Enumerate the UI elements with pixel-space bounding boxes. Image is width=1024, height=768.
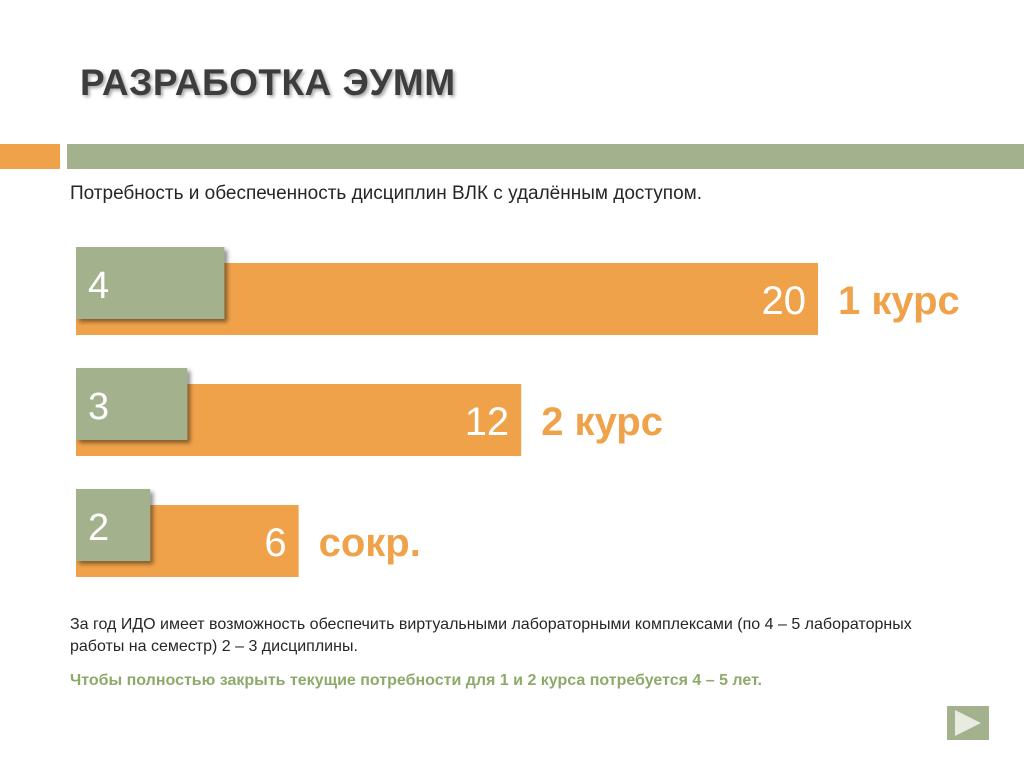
data-label-total: 20 [762, 279, 807, 323]
data-label-provided: 4 [88, 265, 109, 307]
bar-provided-3 [76, 489, 151, 561]
data-label-total: 6 [264, 521, 286, 565]
bar-chart: 4 20 1 курс 3 12 2 курс 2 6 сокр. [76, 247, 960, 577]
footnote: За год ИДО имеет возможность обеспечить … [70, 616, 912, 655]
play-arrow-icon[interactable] [947, 706, 989, 740]
category-label: 1 курс [838, 279, 960, 323]
bar-provided-2 [76, 368, 188, 440]
page-subtitle: Потребность и обеспеченность дисциплин В… [70, 183, 703, 204]
category-label: сокр. [319, 521, 421, 565]
conclusion: Чтобы полностью закрыть текущие потребно… [70, 672, 762, 689]
category-label: 2 курс [541, 400, 663, 444]
bar-provided-1 [76, 247, 225, 319]
data-label-total: 12 [465, 400, 510, 444]
header-rule [67, 144, 1024, 169]
data-label-provided: 3 [88, 386, 109, 428]
page-title: РАЗРАБОТКА ЭУММ [80, 62, 456, 103]
data-label-provided: 2 [88, 507, 109, 549]
header-rule-accent [0, 144, 60, 169]
